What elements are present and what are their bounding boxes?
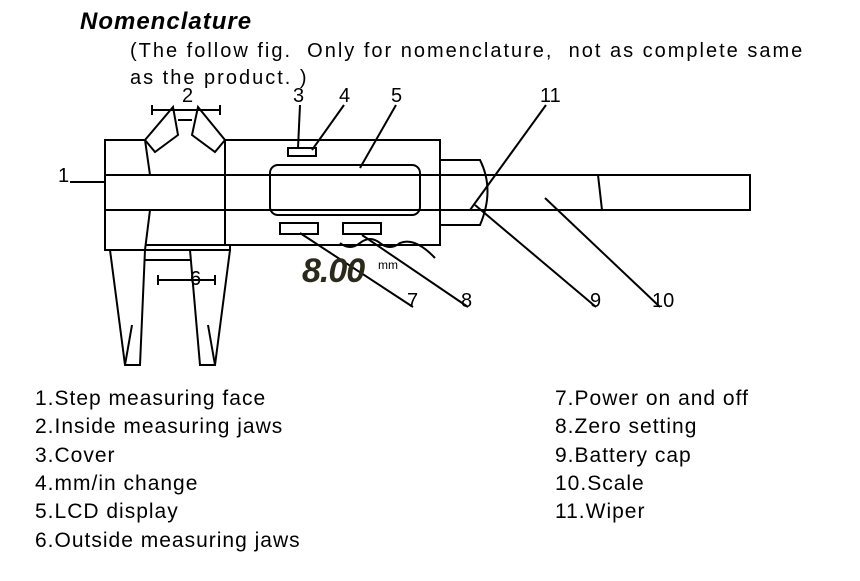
callout-4: 4	[339, 85, 350, 108]
lcd-unit: mm	[378, 258, 398, 272]
callout-2: 2	[182, 85, 193, 108]
callout-3: 3	[293, 85, 304, 108]
callout-1: 1	[58, 165, 69, 188]
page-title: Nomenclature	[80, 8, 252, 36]
callout-8: 8	[461, 290, 472, 313]
page-subtitle: (The follow fig. Only for nomenclature, …	[130, 38, 820, 92]
caliper-diagram: 8.00 mm	[40, 90, 810, 370]
lcd-value: 8.00	[302, 252, 364, 291]
callout-9: 9	[590, 290, 601, 313]
callout-7: 7	[407, 290, 418, 313]
callout-10: 10	[652, 290, 674, 313]
caliper-svg	[40, 90, 810, 370]
legend-item: 9.Battery cap	[555, 442, 749, 470]
callout-5: 5	[391, 85, 402, 108]
legend-item: 11.Wiper	[555, 498, 749, 526]
legend-item: 8.Zero setting	[555, 413, 749, 441]
legend-item: 7.Power on and off	[555, 385, 749, 413]
legend-item: 3.Cover	[35, 442, 301, 470]
legend-item: 6.Outside measuring jaws	[35, 527, 301, 555]
callout-6: 6	[190, 268, 201, 291]
legend-item: 5.LCD display	[35, 498, 301, 526]
legend-item: 10.Scale	[555, 470, 749, 498]
legend-item: 2.Inside measuring jaws	[35, 413, 301, 441]
callout-11: 11	[540, 85, 561, 108]
legend-left: 1.Step measuring face 2.Inside measuring…	[35, 385, 301, 555]
legend-item: 4.mm/in change	[35, 470, 301, 498]
legend-right: 7.Power on and off 8.Zero setting 9.Batt…	[555, 385, 749, 527]
legend-item: 1.Step measuring face	[35, 385, 301, 413]
